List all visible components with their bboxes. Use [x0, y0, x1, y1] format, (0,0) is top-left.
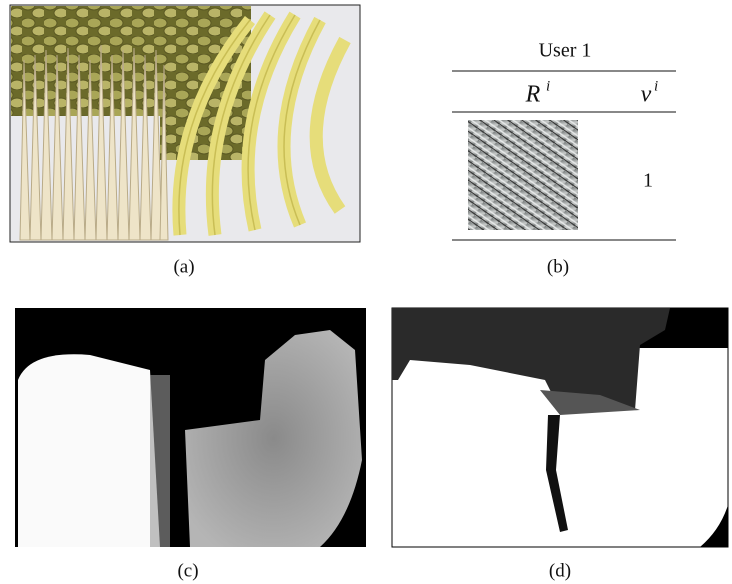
column-superscript: i — [546, 78, 550, 94]
caption: (c) — [177, 560, 198, 581]
figure: (a) User 1 R i v i 1 (b) (c) (d) — [0, 0, 732, 584]
caption: (b) — [547, 256, 569, 277]
column-symbol: R — [525, 82, 541, 108]
table: User 1 R i v i 1 — [452, 40, 676, 240]
thumbnail — [468, 120, 578, 230]
column-superscript: i — [654, 78, 658, 94]
map-d — [392, 308, 728, 547]
column-symbol: v — [641, 82, 652, 108]
photo-a — [10, 5, 360, 242]
table-title: User 1 — [539, 40, 592, 62]
cell-value: 1 — [643, 170, 653, 192]
map-c — [15, 308, 366, 547]
caption: (d) — [549, 560, 571, 581]
caption: (a) — [173, 256, 194, 277]
